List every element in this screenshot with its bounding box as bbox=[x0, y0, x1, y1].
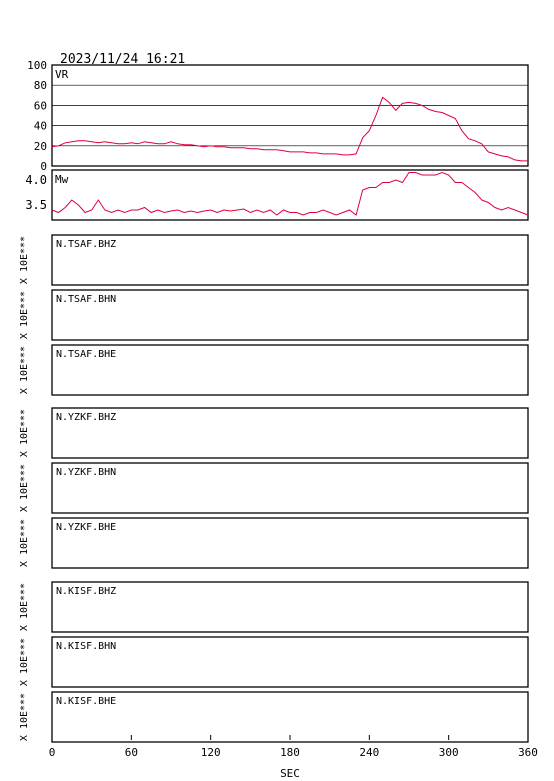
station-panel-y-axis-label: X 10E*** bbox=[19, 693, 30, 741]
x-axis: SEC 0 60 120 180 240 300 360 bbox=[49, 735, 538, 780]
x-axis-tick-label: 180 bbox=[280, 746, 300, 759]
vr-y-tick-label: 100 bbox=[27, 59, 47, 72]
station-panel-frame bbox=[51, 691, 529, 743]
station-channel-label: N.KISF.BHZ bbox=[56, 586, 116, 597]
station-panel-y-axis-label: X 10E*** bbox=[19, 519, 30, 567]
x-axis-tick-label: 300 bbox=[439, 746, 459, 759]
station-panel-frame bbox=[51, 517, 529, 569]
station-panel-frame bbox=[51, 234, 529, 286]
mw-y-tick-label: 3.5 bbox=[25, 198, 47, 212]
station-panel-frame bbox=[51, 407, 529, 459]
vr-panel-frame bbox=[51, 64, 529, 167]
mw-panel-label: Mw bbox=[55, 173, 69, 186]
x-axis-tick-label: 120 bbox=[201, 746, 221, 759]
station-channel-label: N.TSAF.BHN bbox=[56, 294, 116, 305]
mw-panel: Mw 4.0 3.5 bbox=[25, 169, 529, 221]
station-panel: N.YZKF.BHZ X 10E*** bbox=[19, 407, 529, 459]
vr-series-line bbox=[51, 96, 528, 162]
station-panel: N.TSAF.BHE X 10E*** bbox=[19, 344, 529, 396]
x-axis-tick-label: 240 bbox=[359, 746, 379, 759]
vr-y-tick-label: 80 bbox=[34, 79, 47, 92]
station-panel-y-axis-label: X 10E*** bbox=[19, 464, 30, 512]
station-panel: N.YZKF.BHN X 10E*** bbox=[19, 462, 529, 514]
station-channel-label: N.KISF.BHE bbox=[56, 696, 116, 707]
station-channel-label: N.YZKF.BHN bbox=[56, 467, 116, 478]
station-panel: N.TSAF.BHN X 10E*** bbox=[19, 289, 529, 341]
station-panel-y-axis-label: X 10E*** bbox=[19, 638, 30, 686]
station-panel-frame bbox=[51, 289, 529, 341]
station-panel-y-axis-label: X 10E*** bbox=[19, 236, 30, 284]
station-panel: N.KISF.BHE X 10E*** bbox=[19, 691, 529, 743]
station-panel-y-axis-label: X 10E*** bbox=[19, 409, 30, 457]
vr-y-tick-label: 60 bbox=[34, 99, 47, 112]
station-panel: N.KISF.BHN X 10E*** bbox=[19, 636, 529, 688]
x-axis-tick-label: 60 bbox=[125, 746, 138, 759]
vr-y-tick-label: 0 bbox=[40, 160, 47, 173]
timestamp: 2023/11/24 16:21 bbox=[60, 52, 185, 67]
station-panel-frame bbox=[51, 636, 529, 688]
station-panel-y-axis-label: X 10E*** bbox=[19, 583, 30, 631]
station-panel-frame bbox=[51, 581, 529, 633]
vr-y-tick-label: 20 bbox=[34, 140, 47, 153]
vr-panel: VR 100 80 60 40 20 0 bbox=[27, 59, 529, 173]
station-channel-label: N.TSAF.BHZ bbox=[56, 239, 116, 250]
mw-panel-frame bbox=[51, 169, 529, 221]
station-panel-y-axis-label: X 10E*** bbox=[19, 291, 30, 339]
x-axis-label: SEC bbox=[280, 767, 300, 780]
station-channel-label: N.YZKF.BHE bbox=[56, 522, 116, 533]
station-channel-label: N.TSAF.BHE bbox=[56, 349, 116, 360]
station-panel: N.YZKF.BHE X 10E*** bbox=[19, 517, 529, 569]
station-panel-frame bbox=[51, 344, 529, 396]
station-channel-label: N.YZKF.BHZ bbox=[56, 412, 116, 423]
station-panel-frame bbox=[51, 462, 529, 514]
station-channel-label: N.KISF.BHN bbox=[56, 641, 116, 652]
vr-panel-label: VR bbox=[55, 68, 69, 81]
vr-y-tick-label: 40 bbox=[34, 120, 47, 133]
x-axis-tick-label: 0 bbox=[49, 746, 56, 759]
station-panel: N.TSAF.BHZ X 10E*** bbox=[19, 234, 529, 286]
station-panel: N.KISF.BHZ X 10E*** bbox=[19, 581, 529, 633]
mw-y-tick-label: 4.0 bbox=[25, 173, 47, 187]
mw-series-line bbox=[51, 171, 529, 216]
x-axis-tick-label: 360 bbox=[518, 746, 538, 759]
station-panel-y-axis-label: X 10E*** bbox=[19, 346, 30, 394]
